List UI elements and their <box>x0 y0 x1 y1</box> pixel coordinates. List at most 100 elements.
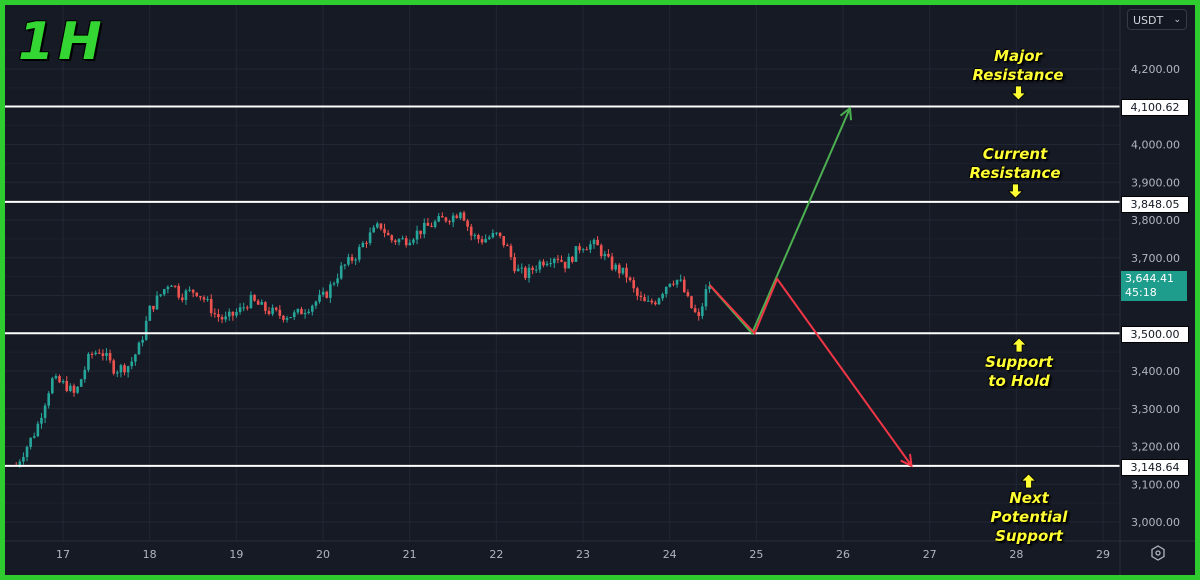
annotation-line: Major <box>994 47 1042 65</box>
candle-body <box>444 217 448 222</box>
candle-body <box>636 288 639 296</box>
bearish-projection-line[interactable] <box>708 276 913 467</box>
candle-body <box>72 385 76 393</box>
candle-body <box>697 312 701 317</box>
candle-body <box>83 369 87 380</box>
candle-body <box>65 381 69 391</box>
grid <box>5 5 1120 541</box>
candle-body <box>112 360 116 374</box>
candle-body <box>462 212 466 221</box>
price-tick-label: 3,800.00 <box>1131 214 1180 227</box>
candle-body <box>686 292 690 297</box>
candle-body <box>563 261 567 269</box>
candle-body <box>376 223 379 228</box>
candle-body <box>209 298 213 314</box>
candle-body <box>307 311 311 313</box>
candle-body <box>646 300 650 302</box>
bullish-projection-line[interactable] <box>708 107 851 336</box>
arrow-up-icon <box>1011 337 1027 353</box>
date-tick-label: 29 <box>1096 548 1110 561</box>
candle-body <box>119 365 123 373</box>
candle-body <box>285 317 289 320</box>
candle-body <box>614 264 617 270</box>
date-tick-label: 25 <box>749 548 763 561</box>
candle-body <box>22 457 25 462</box>
candle-body <box>159 294 162 296</box>
candle-body <box>264 302 267 311</box>
candle-body <box>101 353 105 356</box>
candle-body <box>495 232 498 234</box>
annotation-line: to Hold <box>988 372 1050 390</box>
candle-body <box>329 284 332 298</box>
date-tick-label: 28 <box>1009 548 1023 561</box>
candle-body <box>202 297 206 300</box>
candle-body <box>105 352 108 356</box>
candle-body <box>415 230 419 240</box>
currency-selector[interactable]: USDT ⌄ <box>1127 9 1187 30</box>
level-label-major-resistance: 4,100.62 <box>1121 99 1189 116</box>
annotation-line: Current <box>982 145 1048 163</box>
candle-body <box>516 268 520 272</box>
candle-body <box>372 227 376 233</box>
date-tick-label: 18 <box>143 548 157 561</box>
candle-body <box>549 263 552 265</box>
candle-body <box>282 315 285 320</box>
candle-body <box>379 223 383 229</box>
candle-body <box>589 244 592 250</box>
date-tick-label: 22 <box>489 548 503 561</box>
candle-body <box>664 286 668 295</box>
candle-body <box>397 239 401 243</box>
candle-body <box>278 309 282 316</box>
candle-body <box>314 301 318 306</box>
candle-body <box>527 267 531 278</box>
current-price: 3,644.41 <box>1125 272 1174 285</box>
candle-body <box>574 246 578 262</box>
candle-body <box>69 385 72 391</box>
level-label-next-support: 3,148.64 <box>1121 459 1189 476</box>
candle-body <box>354 259 357 261</box>
candle-body <box>347 256 350 265</box>
annotation-line: Support <box>985 353 1053 371</box>
gear-icon[interactable] <box>1150 545 1166 561</box>
price-tick-label: 3,900.00 <box>1131 176 1180 189</box>
candle-body <box>603 253 607 257</box>
candle-body <box>253 294 256 301</box>
candle-body <box>433 221 437 227</box>
candle-body <box>419 230 422 235</box>
candle-body <box>249 294 253 309</box>
candle-body <box>339 265 343 279</box>
candle-body <box>90 353 94 355</box>
candle-body <box>173 285 177 287</box>
candle-body <box>560 259 563 262</box>
candle-body <box>390 235 394 241</box>
date-tick-label: 21 <box>403 548 417 561</box>
candle-body <box>650 300 654 303</box>
candle-body <box>220 317 224 320</box>
candle-body <box>383 228 386 233</box>
candle-body <box>556 258 560 260</box>
candle-body <box>599 245 603 257</box>
annotation-current-resistance: Current Resistance <box>969 145 1061 199</box>
candle-body <box>350 256 354 261</box>
price-tick-label: 4,000.00 <box>1131 139 1180 152</box>
candle-body <box>227 311 231 317</box>
candle-body <box>311 305 314 312</box>
candle-body <box>94 352 97 355</box>
candle-body <box>668 283 672 287</box>
candle-body <box>137 342 141 355</box>
price-axis: 3,000.00 3,100.00 3,200.00 3,300.00 3,400.00… <box>1131 63 1180 529</box>
candle-body <box>76 386 79 393</box>
candle-body <box>617 264 621 274</box>
arrow-up-icon <box>1021 473 1037 489</box>
candle-body <box>87 353 90 370</box>
candle-body <box>188 289 191 291</box>
candle-body <box>459 212 462 219</box>
candle-body <box>29 437 32 447</box>
candle-body <box>690 296 693 309</box>
candle-body <box>162 289 166 295</box>
candle-body <box>491 233 495 238</box>
candle-body <box>231 311 235 316</box>
candle-body <box>545 263 549 266</box>
candle-body <box>318 294 321 302</box>
